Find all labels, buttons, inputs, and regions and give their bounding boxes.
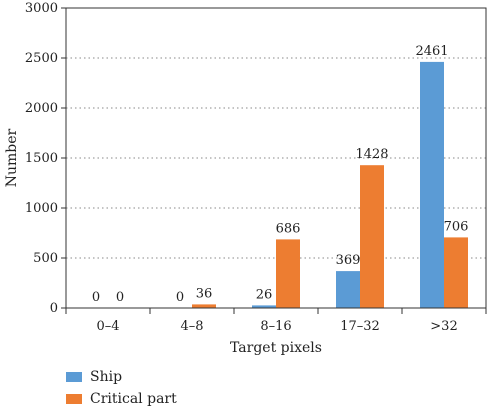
- data-label: 1428: [355, 147, 388, 162]
- data-label: 0: [116, 290, 124, 305]
- y-tick-label: 500: [33, 251, 58, 266]
- data-label: 0: [176, 290, 184, 305]
- data-labels: 0 0 26 369 2461 0 36 686 1428 706: [92, 44, 469, 305]
- x-axis-ticks: 0–4 4–8 8–16 17–32 >32: [65, 308, 487, 334]
- legend: Ship Critical part: [66, 368, 177, 412]
- y-tick-label: 2500: [25, 51, 58, 66]
- data-label: 0: [92, 290, 100, 305]
- y-tick-label: 1500: [25, 151, 58, 166]
- y-tick-label: 3000: [25, 1, 58, 16]
- x-axis-title: Target pixels: [230, 340, 322, 356]
- bar-critical-part: [192, 304, 216, 308]
- bar-critical-part: [276, 239, 300, 308]
- legend-item-critical-part: Critical part: [66, 390, 177, 408]
- bar-ship: [420, 61, 444, 309]
- data-label: 706: [444, 219, 469, 234]
- data-label: 36: [196, 286, 213, 301]
- y-tick-label: 2000: [25, 101, 58, 116]
- y-tick-label: 0: [50, 301, 58, 316]
- data-label: 686: [276, 221, 301, 236]
- data-label: 2461: [415, 44, 448, 59]
- y-tick-label: 1000: [25, 201, 58, 216]
- legend-label-critical-part: Critical part: [90, 391, 177, 407]
- bar-critical-part: [444, 237, 468, 308]
- x-tick-label: 8–16: [260, 319, 291, 334]
- y-axis-ticks: 0 500 1000 1500 2000 2500 3000: [25, 1, 66, 316]
- bar-ship: [336, 271, 360, 308]
- data-label: 26: [256, 287, 273, 302]
- bars: [192, 61, 468, 309]
- legend-swatch-critical-part: [66, 394, 82, 404]
- legend-label-ship: Ship: [90, 369, 123, 385]
- legend-item-ship: Ship: [66, 368, 177, 386]
- bar-chart: 0 0 26 369 2461 0 36 686 1428 706 0 500 1000 1500 200…: [4, 1, 487, 356]
- y-axis-title: Number: [4, 128, 20, 187]
- data-label: 369: [336, 253, 361, 268]
- x-tick-label: 4–8: [180, 319, 203, 334]
- x-tick-label: 17–32: [340, 319, 380, 334]
- bar-ship: [252, 305, 276, 308]
- bar-critical-part: [360, 165, 384, 308]
- x-tick-label: >32: [430, 319, 457, 334]
- x-tick-label: 0–4: [96, 319, 119, 334]
- legend-swatch-ship: [66, 372, 82, 382]
